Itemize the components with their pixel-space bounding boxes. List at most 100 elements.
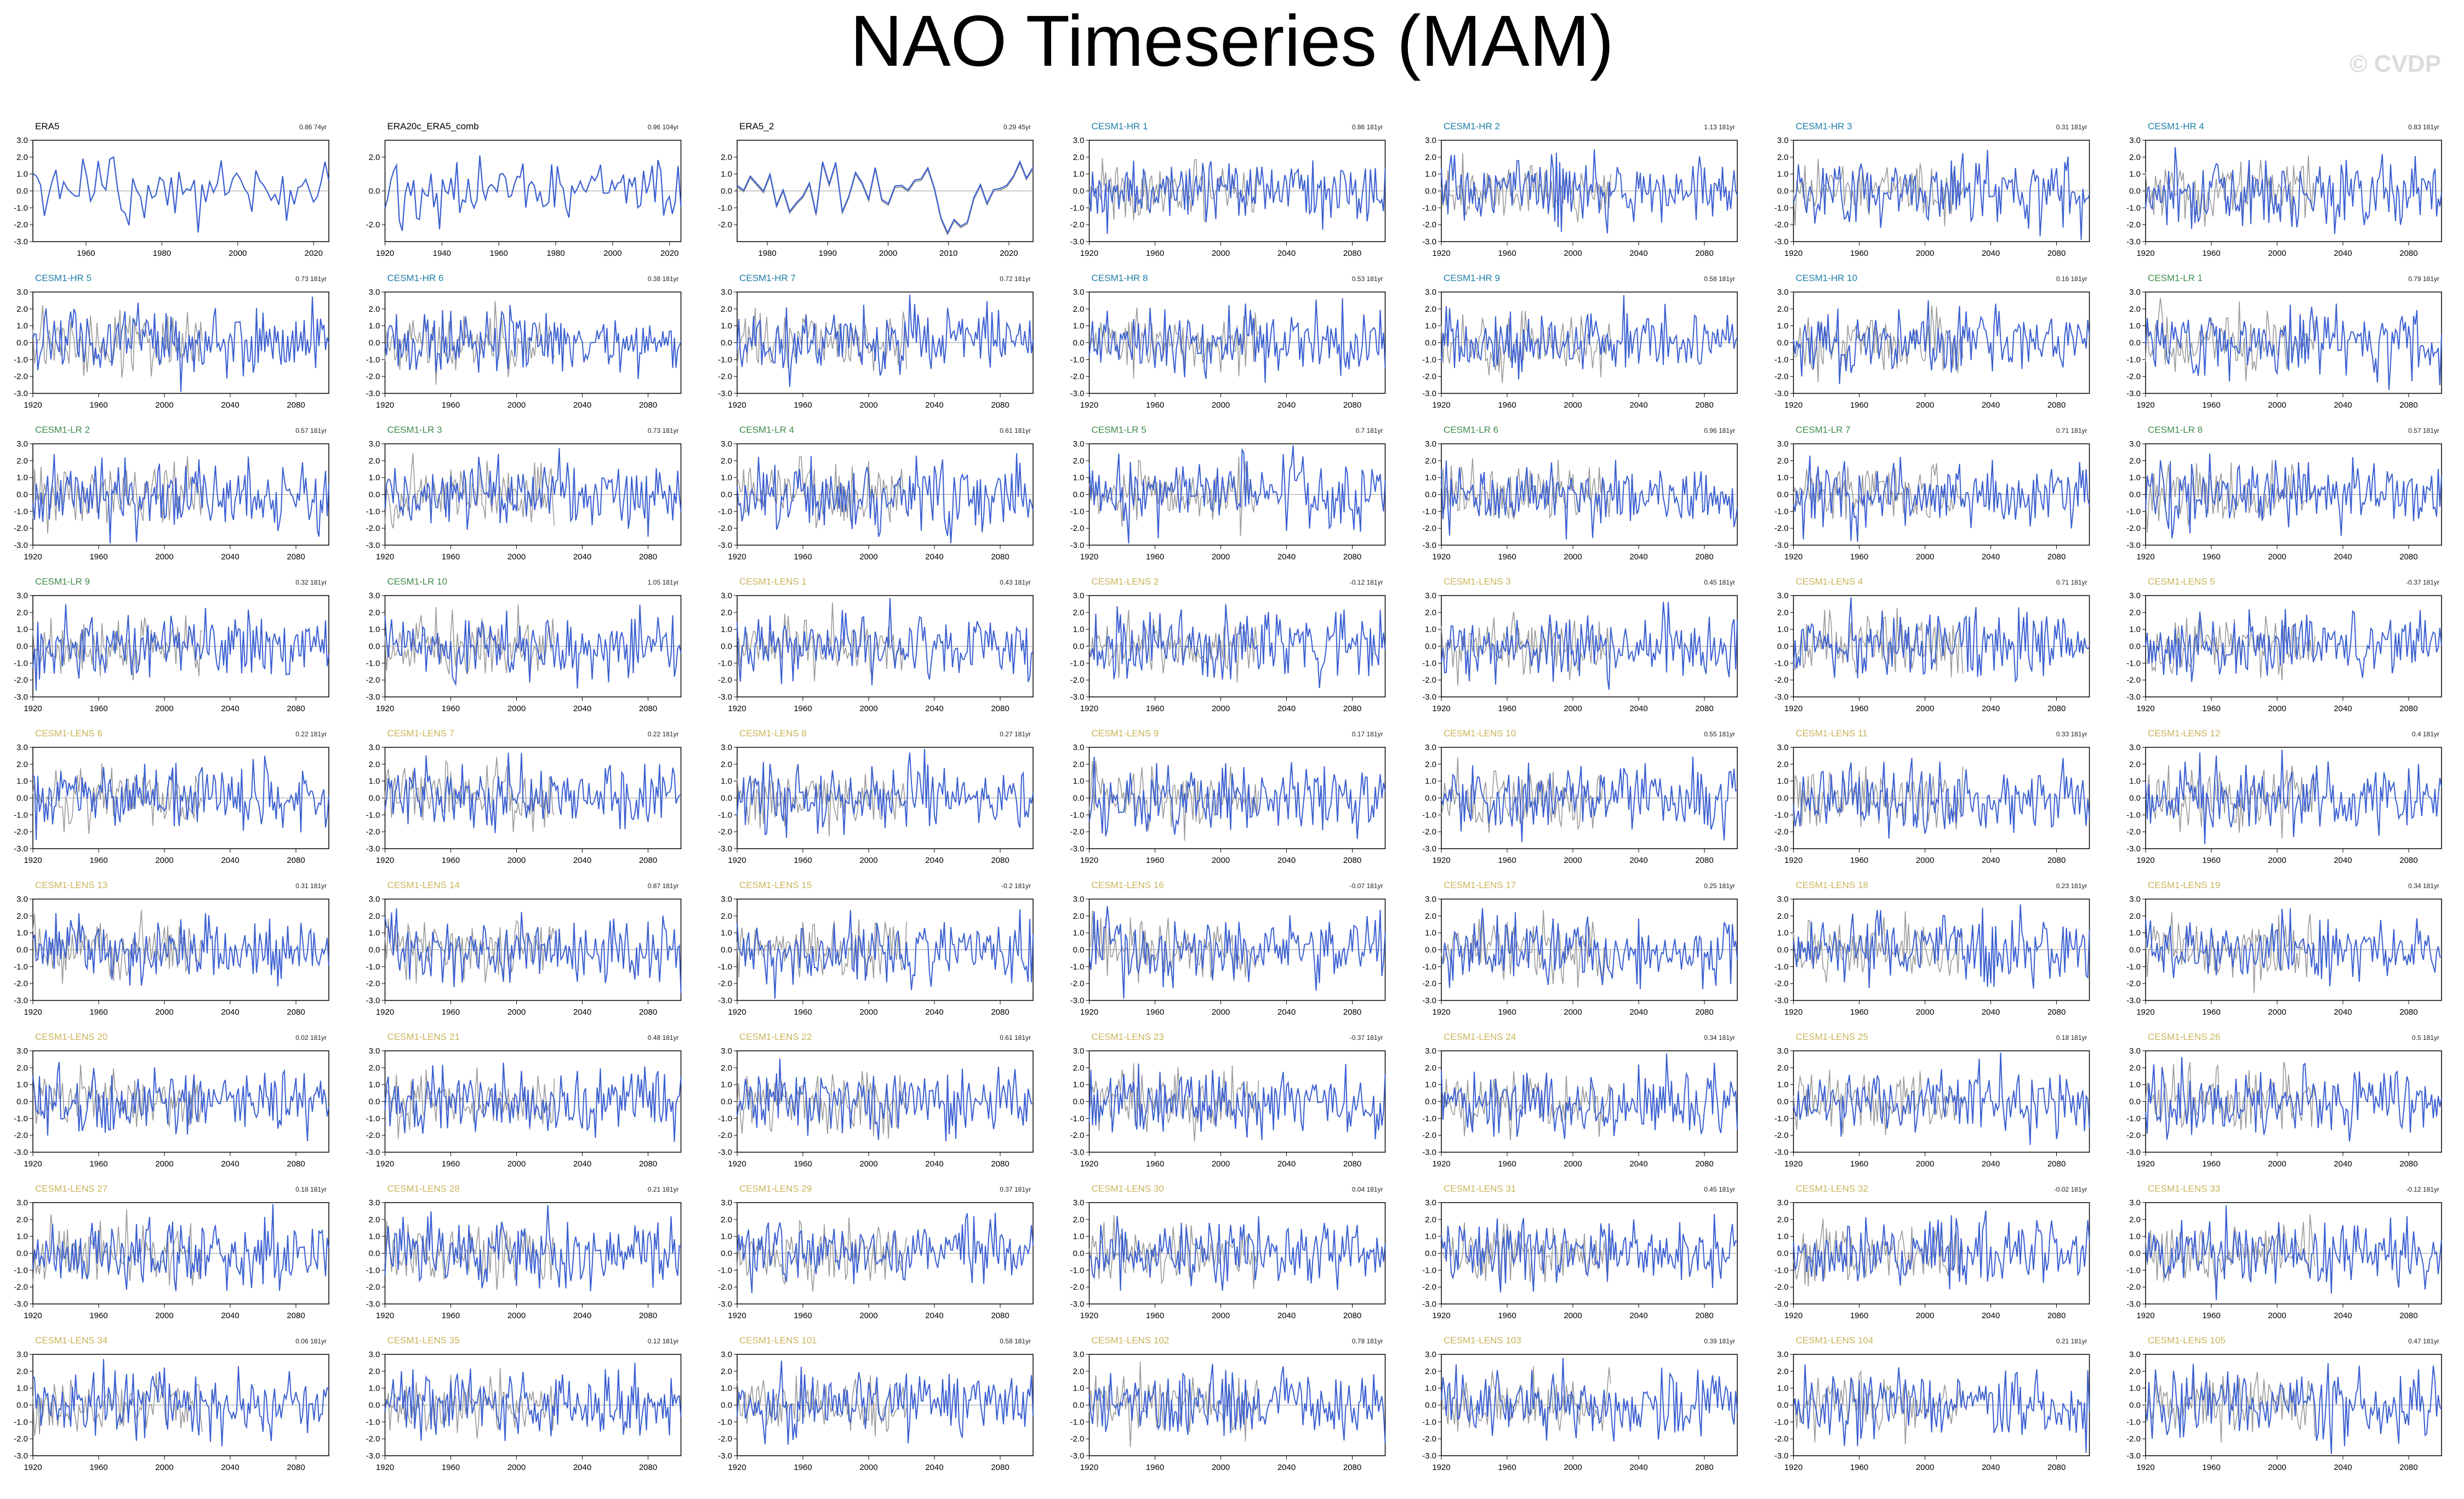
model-series-line [737, 1360, 1034, 1445]
panel-title: CESM1-LENS 17 [1444, 880, 1516, 890]
panel: CESM1-LENS 104 0.21 181yr 3.0 2.0 1.0 0.0 -1.0… [1775, 1335, 2090, 1472]
y-tick-label: -1.0 [1775, 1417, 1789, 1427]
model-series-line [384, 752, 682, 833]
y-tick-label: 1.0 [1425, 473, 1436, 483]
y-tick-label: 1.0 [1425, 777, 1436, 786]
trend-label: -0.2 181yr [1001, 882, 1031, 890]
y-tick-label: 2.0 [2129, 912, 2141, 921]
y-tick-label: -1.0 [718, 355, 732, 364]
y-tick-label: 1.0 [1073, 322, 1085, 331]
y-tick-label: 3.0 [2129, 136, 2141, 145]
model-series-line [1441, 602, 1738, 690]
y-tick-label: 1.0 [16, 625, 28, 634]
x-tick-label: 2000 [1212, 1159, 1230, 1169]
y-tick-label: 0.0 [1073, 1401, 1085, 1410]
x-tick-label: 2080 [1343, 249, 1361, 258]
x-tick-label: 1920 [1432, 704, 1450, 713]
x-tick-label: 1960 [89, 401, 107, 410]
panel: CESM1-LENS 32 -0.02 181yr 3.0 2.0 1.0 0.0 -1.0… [1775, 1183, 2090, 1320]
x-tick-label: 1920 [376, 249, 394, 258]
x-tick-label: 2000 [1564, 401, 1582, 410]
y-tick-label: 0.0 [1073, 946, 1085, 955]
model-series-line [1088, 604, 1386, 688]
y-tick-label: 0.0 [2129, 339, 2141, 348]
y-tick-label: -2.0 [1070, 1434, 1085, 1444]
trend-label: 0.55 181yr [1704, 730, 1735, 738]
observed-overlay-line [1441, 458, 1611, 520]
y-tick-label: -2.0 [14, 1434, 28, 1444]
x-tick-label: 1960 [442, 401, 460, 410]
y-tick-label: -3.0 [366, 1148, 380, 1157]
panel-title: CESM1-LENS 24 [1444, 1032, 1516, 1042]
x-tick-label: 1920 [1080, 1159, 1098, 1169]
y-tick-label: 3.0 [16, 1350, 28, 1359]
x-tick-label: 1920 [1784, 856, 1803, 865]
y-tick-label: -2.0 [366, 372, 380, 381]
y-tick-label: -3.0 [2126, 237, 2141, 247]
x-tick-label: 2040 [2334, 856, 2352, 865]
x-tick-label: 1960 [1850, 1463, 1868, 1472]
y-tick-label: 0.0 [1425, 339, 1436, 348]
panel-title: CESM1-LR 2 [35, 425, 90, 435]
y-tick-label: 2.0 [369, 153, 380, 162]
y-tick-label: -1.0 [718, 1266, 732, 1275]
y-tick-label: 0.0 [1777, 946, 1789, 955]
x-tick-label: 2000 [1564, 1008, 1582, 1017]
x-tick-label: 2000 [859, 704, 877, 713]
x-tick-label: 2040 [2334, 1463, 2352, 1472]
panel: CESM1-HR 3 0.31 181yr 3.0 2.0 1.0 0.0 -1.0 -2.0… [1775, 121, 2090, 258]
y-tick-label: -3.0 [1070, 844, 1085, 854]
panel: CESM1-LENS 24 0.34 181yr 3.0 2.0 1.0 0.0 -1.0 -… [1422, 1032, 1738, 1169]
x-tick-label: 1920 [376, 552, 394, 562]
observed-overlay-line [32, 615, 203, 680]
x-tick-label: 2080 [639, 856, 657, 865]
x-tick-label: 2000 [155, 1463, 173, 1472]
y-tick-label: -3.0 [1422, 996, 1436, 1005]
x-tick-label: 2040 [2334, 401, 2352, 410]
model-series-line [384, 604, 682, 689]
trend-label: -0.37 181yr [1350, 1034, 1383, 1042]
x-tick-label: 2000 [155, 1159, 173, 1169]
model-series-line [737, 294, 1034, 387]
x-tick-label: 1920 [1432, 1008, 1450, 1017]
model-series-line [1088, 160, 1386, 234]
y-tick-label: 1.0 [1073, 929, 1085, 938]
y-tick-label: 1.0 [16, 473, 28, 483]
y-tick-label: 0.0 [1073, 339, 1085, 348]
panel-title: CESM1-LENS 25 [1796, 1032, 1868, 1042]
x-tick-label: 2000 [859, 856, 877, 865]
panel: CESM1-LENS 31 0.45 181yr 3.0 2.0 1.0 0.0 -1.0 -… [1422, 1183, 1738, 1320]
panel-title: CESM1-LENS 20 [35, 1032, 107, 1042]
x-tick-label: 1920 [1432, 401, 1450, 410]
trend-label: 1.05 181yr [648, 579, 679, 586]
panel-title: CESM1-HR 8 [1092, 273, 1148, 283]
y-tick-label: -3.0 [1070, 1148, 1085, 1157]
y-tick-label: 2.0 [1073, 456, 1085, 466]
x-tick-label: 1960 [1498, 1008, 1516, 1017]
panel: CESM1-HR 6 0.38 181yr 3.0 2.0 1.0 0.0 -1.0 -2.0… [366, 273, 682, 410]
y-tick-label: -1.0 [1422, 962, 1436, 971]
y-tick-label: -1.0 [2126, 659, 2141, 668]
model-series-line [2145, 1205, 2442, 1301]
panel-title: CESM1-LENS 18 [1796, 880, 1868, 890]
trend-label: 0.86 181yr [1352, 123, 1383, 131]
y-tick-label: 2.0 [721, 912, 732, 921]
x-tick-label: 2000 [229, 249, 247, 258]
observed-overlay-line [1793, 1218, 1964, 1286]
y-tick-label: -1.0 [366, 1266, 380, 1275]
trend-label: -0.12 181yr [1350, 579, 1383, 586]
y-tick-label: 0.0 [721, 1249, 732, 1258]
x-tick-label: 2000 [859, 1463, 877, 1472]
y-tick-label: -2.0 [1422, 1131, 1436, 1140]
x-tick-label: 2040 [1277, 1008, 1296, 1017]
panel-title: CESM1-LENS 10 [1444, 728, 1516, 739]
x-tick-label: 2000 [1916, 249, 1934, 258]
x-tick-label: 1920 [728, 856, 746, 865]
y-tick-label: 2.0 [2129, 1367, 2141, 1376]
y-tick-label: -2.0 [1775, 1131, 1789, 1140]
x-tick-label: 1960 [1498, 1159, 1516, 1169]
model-series-line [1088, 1364, 1386, 1443]
panel-title: CESM1-LENS 12 [2148, 728, 2220, 739]
y-tick-label: 0.0 [1073, 642, 1085, 651]
